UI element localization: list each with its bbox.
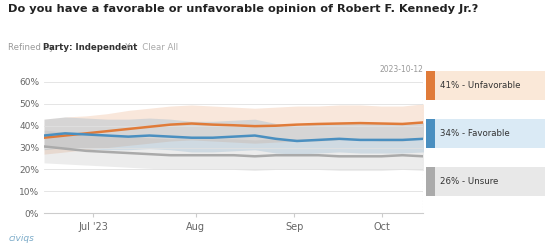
FancyBboxPatch shape — [426, 72, 434, 100]
Text: 2023-10-12: 2023-10-12 — [379, 65, 424, 74]
FancyBboxPatch shape — [426, 167, 544, 196]
Text: 41% - Unfavorable: 41% - Unfavorable — [441, 81, 521, 90]
Text: 26% - Unsure: 26% - Unsure — [441, 177, 499, 186]
Text: 34% - Favorable: 34% - Favorable — [441, 129, 510, 138]
Text: civiqs: civiqs — [8, 233, 34, 243]
Text: Clear All: Clear All — [134, 43, 178, 52]
FancyBboxPatch shape — [426, 167, 434, 196]
Text: Do you have a favorable or unfavorable opinion of Robert F. Kennedy Jr.?: Do you have a favorable or unfavorable o… — [8, 4, 478, 14]
FancyBboxPatch shape — [426, 119, 434, 148]
FancyBboxPatch shape — [426, 72, 544, 100]
Text: Refined by:: Refined by: — [8, 43, 59, 52]
FancyBboxPatch shape — [426, 119, 544, 148]
Text: Party: Independent: Party: Independent — [43, 43, 138, 52]
Text: X: X — [122, 43, 131, 52]
